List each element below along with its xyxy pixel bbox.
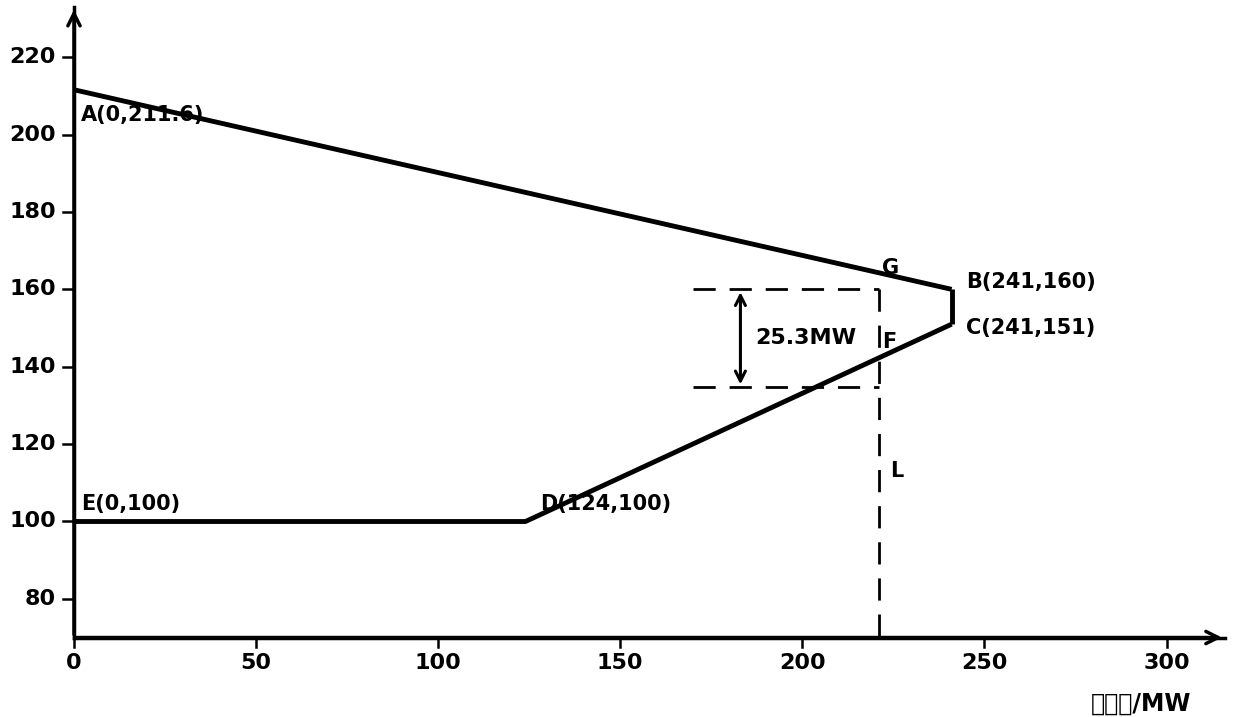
Text: A(0,211.6): A(0,211.6) — [82, 105, 204, 125]
Text: 180: 180 — [9, 202, 56, 222]
Text: 80: 80 — [25, 589, 56, 609]
Text: 200: 200 — [9, 125, 56, 145]
Text: 250: 250 — [961, 653, 1007, 673]
Text: 热功率/MW: 热功率/MW — [1090, 692, 1191, 716]
Text: C(241,151): C(241,151) — [966, 318, 1095, 338]
Text: 200: 200 — [779, 653, 825, 673]
Text: 25.3MW: 25.3MW — [755, 328, 856, 348]
Text: G: G — [882, 257, 900, 277]
Text: D(124,100): D(124,100) — [540, 494, 672, 513]
Text: 100: 100 — [415, 653, 462, 673]
Text: 150: 150 — [597, 653, 643, 673]
Text: L: L — [890, 461, 903, 481]
Text: F: F — [882, 332, 897, 352]
Text: 220: 220 — [10, 47, 56, 67]
Text: 0: 0 — [66, 653, 82, 673]
Text: 160: 160 — [9, 280, 56, 300]
Text: E(0,100): E(0,100) — [82, 494, 181, 513]
Text: 120: 120 — [9, 434, 56, 454]
Text: 300: 300 — [1144, 653, 1189, 673]
Text: B(241,160): B(241,160) — [966, 272, 1097, 292]
Text: 50: 50 — [240, 653, 271, 673]
Text: 100: 100 — [9, 511, 56, 531]
Text: 140: 140 — [9, 357, 56, 376]
